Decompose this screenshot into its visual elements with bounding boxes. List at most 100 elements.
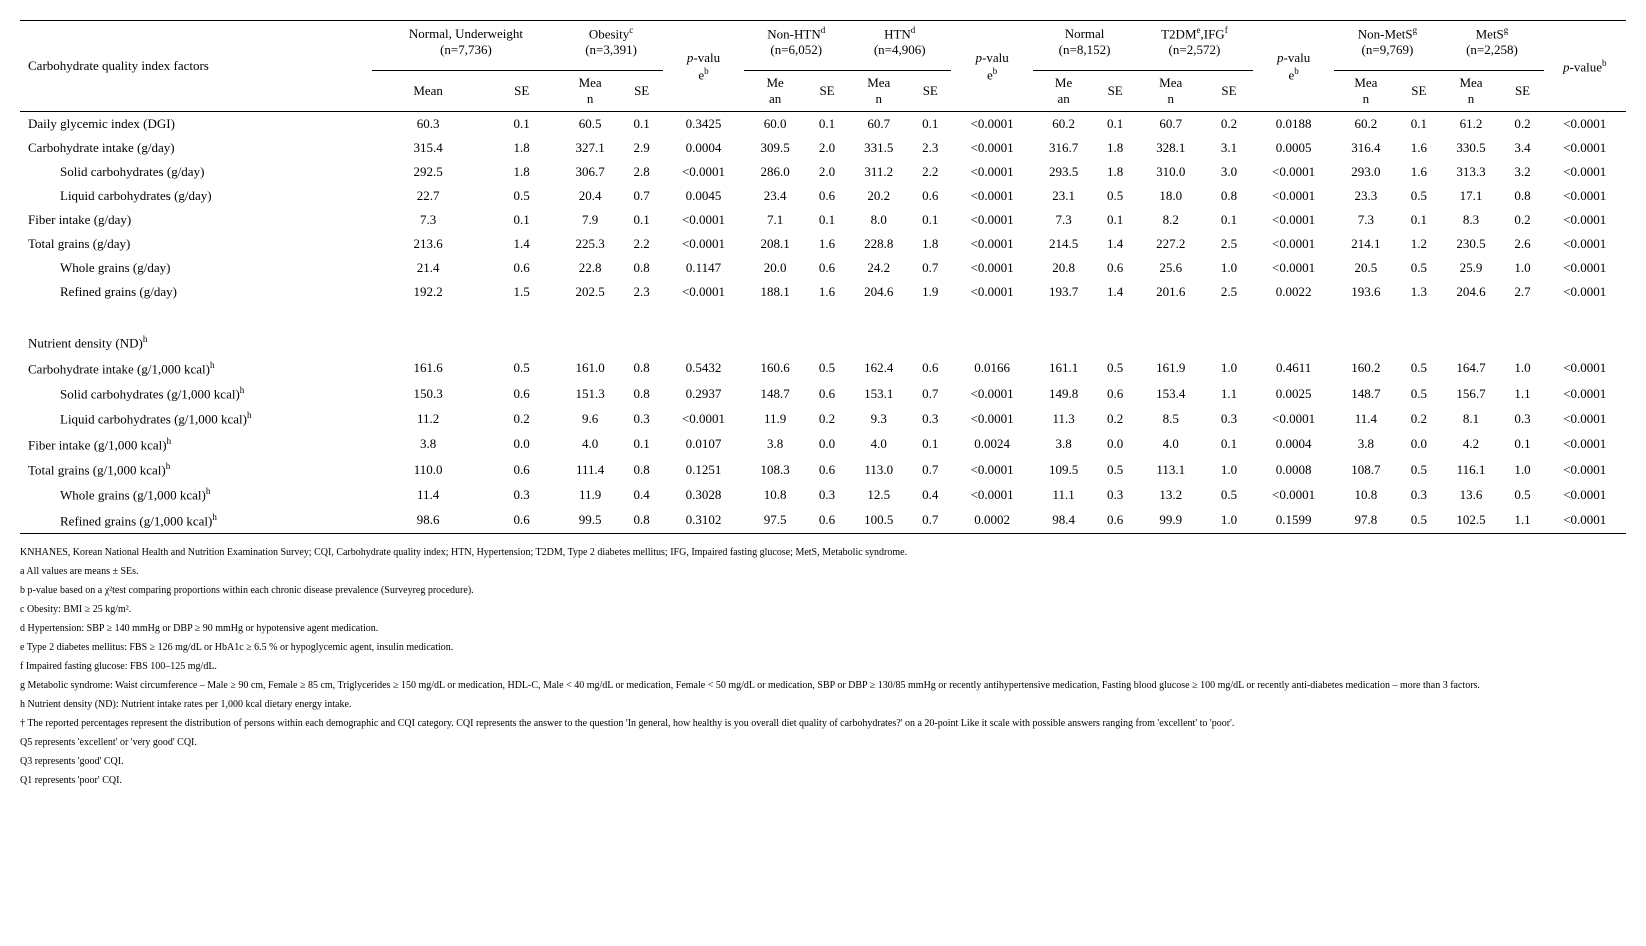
footnote-line: a All values are means ± SEs. (20, 563, 1626, 580)
cell: <0.0001 (1544, 356, 1627, 381)
cell: 160.2 (1334, 356, 1397, 381)
cell: 213.6 (372, 232, 483, 256)
footnote-line: Q1 represents 'poor' CQI. (20, 772, 1626, 789)
cell: 0.3425 (663, 112, 745, 137)
cell: 0.3 (1094, 482, 1136, 507)
cell: 1.8 (1094, 136, 1136, 160)
table-row: Carbohydrate intake (g/1,000 kcal)h161.6… (20, 356, 1626, 381)
cell: 161.0 (560, 356, 621, 381)
cell: 4.2 (1440, 432, 1501, 457)
sub-mean: Mean (1334, 71, 1397, 112)
grp-htn: HTNd(n=4,906) (848, 21, 951, 63)
cell: 3.1 (1205, 136, 1252, 160)
cell: 3.0 (1205, 160, 1252, 184)
cell: 0.1 (806, 208, 848, 232)
row-label: Carbohydrate intake (g/1,000 kcal)h (20, 356, 372, 381)
cell: 0.1 (621, 112, 663, 137)
cell: 99.9 (1136, 508, 1205, 534)
cell: <0.0001 (951, 232, 1033, 256)
cell: 98.4 (1033, 508, 1094, 534)
cell: 0.4 (621, 482, 663, 507)
cell: 1.6 (1397, 136, 1440, 160)
cell: 214.5 (1033, 232, 1094, 256)
cell: 116.1 (1440, 457, 1501, 482)
cell: 0.1 (621, 432, 663, 457)
cell: 0.1 (1397, 112, 1440, 137)
cell: 61.2 (1440, 112, 1501, 137)
cell: 293.0 (1334, 160, 1397, 184)
table-row: Refined grains (g/1,000 kcal)h98.60.699.… (20, 508, 1626, 534)
cell: 0.1 (806, 112, 848, 137)
cell: 11.3 (1033, 406, 1094, 431)
cell: 20.2 (848, 184, 909, 208)
cell: 111.4 (560, 457, 621, 482)
cell: 0.0004 (1253, 432, 1335, 457)
cell: 113.1 (1136, 457, 1205, 482)
cell: <0.0001 (1253, 160, 1335, 184)
cell: 2.6 (1502, 232, 1544, 256)
cell: 0.3 (909, 406, 951, 431)
cell: <0.0001 (1253, 208, 1335, 232)
cell: 108.3 (744, 457, 806, 482)
cell: 0.6 (909, 356, 951, 381)
cell: <0.0001 (1544, 457, 1627, 482)
cell: 1.8 (1094, 160, 1136, 184)
footnote-line: e Type 2 diabetes mellitus: FBS ≥ 126 mg… (20, 639, 1626, 656)
cell: 25.6 (1136, 256, 1205, 280)
col-p3: p-valueb (1544, 21, 1627, 112)
cell: 2.5 (1205, 280, 1252, 304)
col-p2: p-valueb (1253, 21, 1335, 112)
cell: 316.7 (1033, 136, 1094, 160)
cell: 0.5 (1397, 184, 1440, 208)
cell: 1.6 (1397, 160, 1440, 184)
cell: 153.4 (1136, 381, 1205, 406)
cell: 0.0166 (951, 356, 1033, 381)
cell: <0.0001 (951, 208, 1033, 232)
cell: 0.2 (1205, 112, 1252, 137)
cell: 11.9 (744, 406, 806, 431)
cell: 0.5 (1094, 184, 1136, 208)
cell: 9.3 (848, 406, 909, 431)
cell: 0.8 (1502, 184, 1544, 208)
cell: 0.3 (1205, 406, 1252, 431)
cell: 0.4 (909, 482, 951, 507)
cell: 225.3 (560, 232, 621, 256)
cell: 0.0 (484, 432, 560, 457)
cell: 0.6 (484, 381, 560, 406)
cell: 22.8 (560, 256, 621, 280)
cell: 2.2 (621, 232, 663, 256)
cell: 1.8 (484, 160, 560, 184)
footnote-line: Q3 represents 'good' CQI. (20, 753, 1626, 770)
cell: 0.6 (806, 508, 848, 534)
cell: 24.2 (848, 256, 909, 280)
cell: <0.0001 (951, 482, 1033, 507)
footnote-line: KNHANES, Korean National Health and Nutr… (20, 544, 1626, 561)
cell: 0.1 (909, 208, 951, 232)
cell: 0.2 (484, 406, 560, 431)
cell: 2.2 (909, 160, 951, 184)
cell: 311.2 (848, 160, 909, 184)
sub-mean: Mean (372, 71, 483, 112)
cell: 12.5 (848, 482, 909, 507)
cell: 60.2 (1334, 112, 1397, 137)
cell: 20.5 (1334, 256, 1397, 280)
cell: 1.4 (484, 232, 560, 256)
cell: 7.9 (560, 208, 621, 232)
cell: 0.1 (1094, 208, 1136, 232)
cell: 0.5 (1397, 508, 1440, 534)
cell: 0.2937 (663, 381, 745, 406)
cell: 1.1 (1502, 508, 1544, 534)
cell: 0.6 (1094, 381, 1136, 406)
row-label: Total grains (g/day) (20, 232, 372, 256)
cell: 0.6 (806, 381, 848, 406)
cell: 97.8 (1334, 508, 1397, 534)
cell: 0.3 (806, 482, 848, 507)
cell: 0.2 (1502, 208, 1544, 232)
row-label: Whole grains (g/1,000 kcal)h (20, 482, 372, 507)
cell: 1.1 (1502, 381, 1544, 406)
cell: 328.1 (1136, 136, 1205, 160)
cell: 3.2 (1502, 160, 1544, 184)
table-row: Solid carbohydrates (g/1,000 kcal)h150.3… (20, 381, 1626, 406)
cell: 0.8 (621, 356, 663, 381)
cell: 13.6 (1440, 482, 1501, 507)
